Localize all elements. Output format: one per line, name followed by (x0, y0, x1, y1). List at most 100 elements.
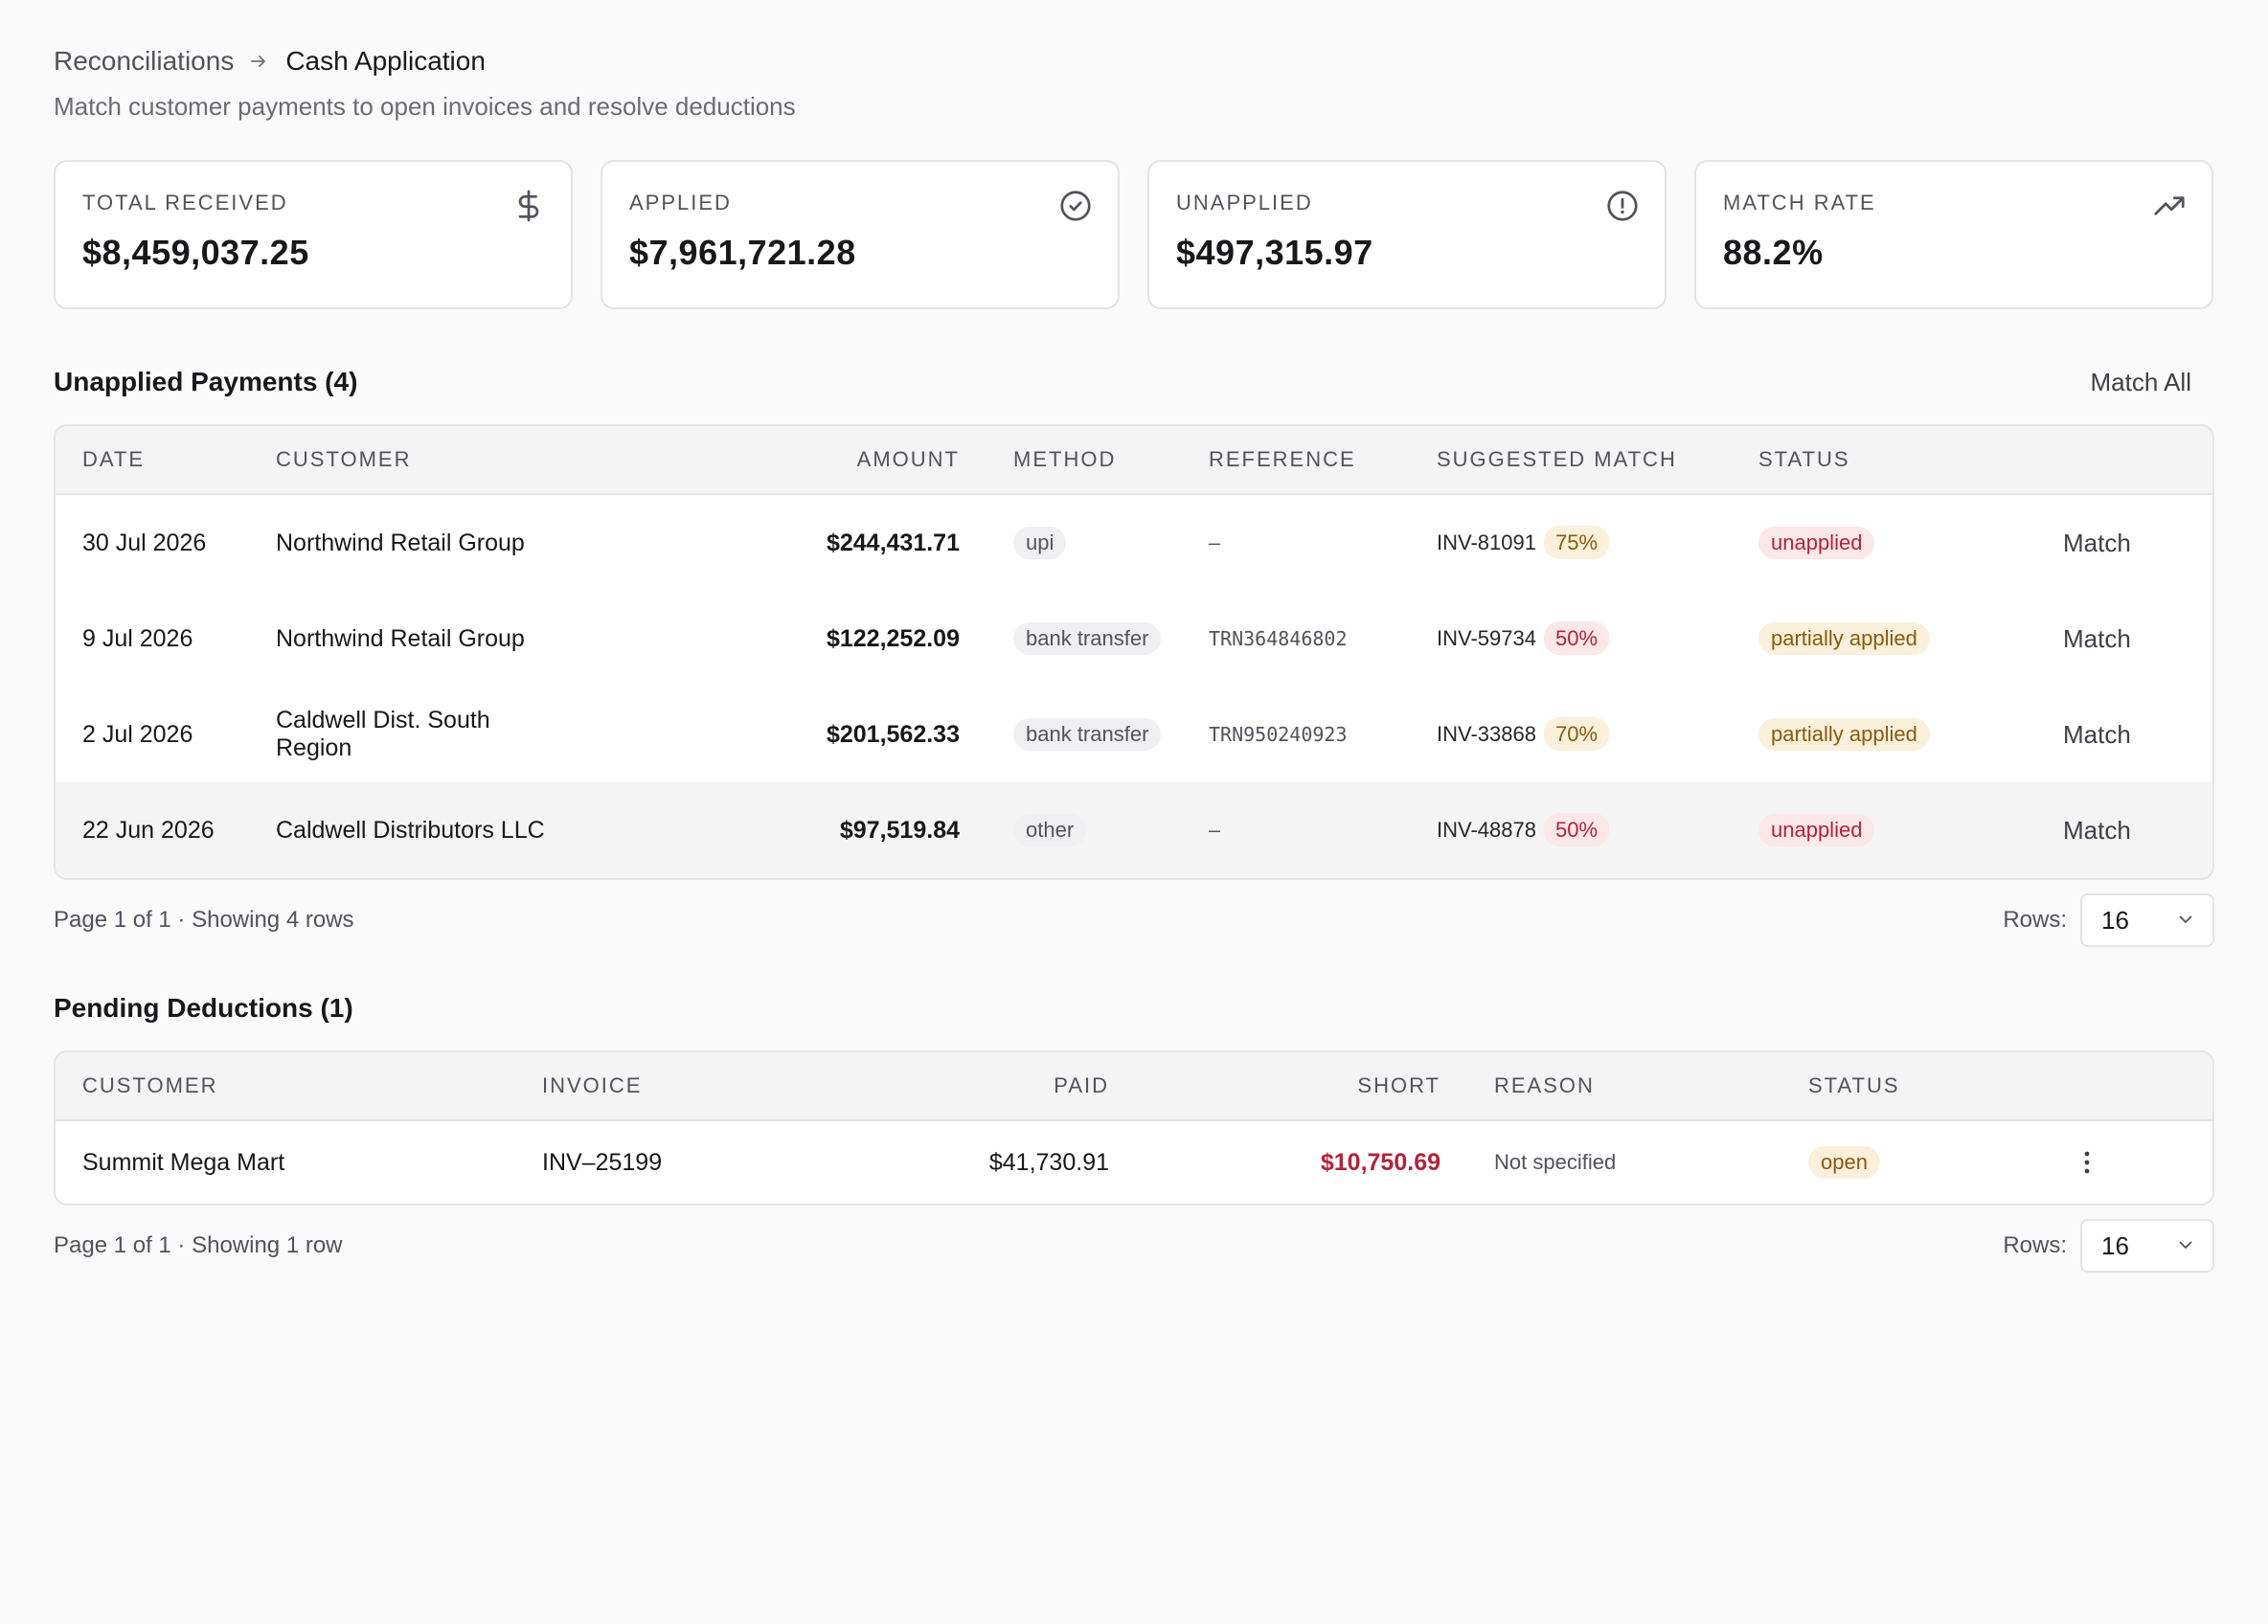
table-row[interactable]: 9 Jul 2026 Northwind Retail Group $122,2… (56, 591, 2212, 687)
table-row[interactable]: Summit Mega Mart INV–25199 $41,730.91 $1… (56, 1121, 2212, 1204)
action-cell: Match (2063, 720, 2178, 750)
match-button[interactable]: Match (2063, 528, 2131, 557)
payment-customer: Caldwell Distributors LLC (276, 816, 545, 844)
payment-date: 2 Jul 2026 (82, 720, 193, 748)
pending-deductions-title: Pending Deductions (1) (54, 993, 353, 1023)
payment-reference: – (1209, 819, 1221, 842)
alert-circle-icon (1605, 189, 1640, 223)
column-header-reference[interactable]: REFERENCE (1209, 447, 1356, 471)
deduction-reason: Not specified (1494, 1150, 1617, 1174)
suggested-match-cell: INV-59734 50% (1437, 621, 1758, 655)
column-header-customer[interactable]: CUSTOMER (82, 1073, 218, 1097)
column-header-status[interactable]: STATUS (1758, 447, 1850, 471)
table-header: CUSTOMER INVOICE PAID SHORT REASON STATU… (56, 1052, 2212, 1121)
match-confidence-badge: 50% (1543, 621, 1610, 655)
stat-label: UNAPPLIED (1176, 191, 1313, 214)
payment-customer: Northwind Retail Group (276, 624, 525, 652)
column-header-date[interactable]: DATE (82, 447, 146, 471)
payment-amount: $122,252.09 (826, 624, 960, 652)
payment-method-cell: bank transfer (960, 622, 1209, 655)
column-header-invoice[interactable]: INVOICE (542, 1073, 643, 1097)
column-header-reason[interactable]: REASON (1494, 1073, 1595, 1097)
payment-amount: $201,562.33 (826, 720, 960, 748)
unapplied-payments-header: Unapplied Payments (4) Match All (54, 363, 2214, 401)
payment-date: 22 Jun 2026 (82, 816, 215, 844)
status-badge: unapplied (1758, 814, 1875, 846)
method-badge: upi (1013, 527, 1067, 559)
match-button[interactable]: Match (2063, 815, 2131, 845)
payments-pagination: Page 1 of 1 · Showing 4 rows Rows: 16 (54, 893, 2214, 947)
column-header-amount[interactable]: AMOUNT (856, 447, 960, 471)
stat-value: $497,315.97 (1176, 233, 1373, 272)
stat-value: $8,459,037.25 (82, 233, 309, 272)
stat-card-total-received: TOTAL RECEIVED $8,459,037.25 (54, 160, 573, 309)
match-confidence-badge: 75% (1543, 526, 1610, 559)
deduction-invoice[interactable]: INV–25199 (542, 1148, 663, 1176)
deduction-customer: Summit Mega Mart (82, 1148, 285, 1176)
payment-date: 30 Jul 2026 (82, 529, 207, 556)
payment-method-cell: other (960, 814, 1209, 846)
trending-up-icon (2152, 189, 2187, 223)
payment-customer: Northwind Retail Group (276, 529, 525, 556)
stat-label: APPLIED (629, 191, 732, 214)
column-header-method[interactable]: METHOD (1013, 447, 1117, 471)
more-actions-icon[interactable] (2073, 1145, 2101, 1180)
pagination-status: Page 1 of 1 · Showing 4 rows (54, 907, 354, 933)
table-row[interactable]: 30 Jul 2026 Northwind Retail Group $244,… (56, 495, 2212, 591)
chevron-down-icon (2176, 906, 2195, 936)
payment-customer: Caldwell Dist. South Region (276, 707, 490, 761)
table-row[interactable]: 22 Jun 2026 Caldwell Distributors LLC $9… (56, 782, 2212, 878)
rows-label: Rows: (2003, 907, 2067, 933)
suggested-match-cell: INV-33868 70% (1437, 717, 1758, 751)
suggested-invoice[interactable]: INV-33868 (1437, 722, 1536, 746)
stat-cards: TOTAL RECEIVED $8,459,037.25 APPLIED $7,… (54, 160, 2214, 309)
arrow-right-icon (249, 52, 268, 71)
rows-per-page-select[interactable]: 16 (2080, 893, 2214, 947)
column-header-suggested-match[interactable]: SUGGESTED MATCH (1437, 447, 1677, 471)
status-cell: unapplied (1758, 527, 2063, 559)
rows-label: Rows: (2003, 1232, 2067, 1258)
suggested-invoice[interactable]: INV-48878 (1437, 818, 1536, 842)
payment-date: 9 Jul 2026 (82, 624, 193, 652)
suggested-invoice[interactable]: INV-59734 (1437, 626, 1536, 650)
match-button[interactable]: Match (2063, 623, 2131, 653)
suggested-match-cell: INV-81091 75% (1437, 526, 1758, 559)
breadcrumb: Reconciliations Cash Application (54, 38, 2214, 84)
rows-per-page: Rows: 16 (2003, 1219, 2214, 1273)
stat-card-match-rate: MATCH RATE 88.2% (1694, 160, 2213, 309)
action-cell (2073, 1145, 2130, 1180)
page-subtitle: Match customer payments to open invoices… (54, 92, 796, 121)
status-badge: partially applied (1758, 718, 1930, 751)
deduction-short: $10,750.69 (1320, 1148, 1440, 1176)
stat-value: 88.2% (1723, 233, 1824, 272)
payment-reference: – (1209, 531, 1221, 554)
payment-method-cell: upi (960, 527, 1209, 559)
stat-card-unapplied: UNAPPLIED $497,315.97 (1147, 160, 1667, 309)
payment-method-cell: bank transfer (960, 718, 1209, 751)
rows-per-page-select[interactable]: 16 (2080, 1219, 2214, 1273)
column-header-status[interactable]: STATUS (1808, 1073, 1900, 1097)
cash-application-page: Reconciliations Cash Application Match c… (54, 38, 2214, 1273)
match-all-button[interactable]: Match All (2090, 367, 2192, 396)
status-badge: partially applied (1758, 622, 1930, 655)
method-badge: bank transfer (1013, 718, 1162, 751)
stat-card-applied: APPLIED $7,961,721.28 (601, 160, 1120, 309)
breadcrumb-reconciliations-link[interactable]: Reconciliations (54, 46, 235, 76)
column-header-customer[interactable]: CUSTOMER (276, 447, 412, 471)
action-cell: Match (2063, 624, 2178, 654)
match-button[interactable]: Match (2063, 719, 2131, 749)
table-row[interactable]: 2 Jul 2026 Caldwell Dist. South Region $… (56, 687, 2212, 782)
payment-reference: TRN950240923 (1209, 723, 1348, 746)
column-header-short[interactable]: SHORT (1357, 1073, 1440, 1097)
column-header-paid[interactable]: PAID (1054, 1073, 1109, 1097)
stat-label: MATCH RATE (1723, 191, 1876, 214)
method-badge: bank transfer (1013, 622, 1162, 655)
pagination-status: Page 1 of 1 · Showing 1 row (54, 1232, 343, 1258)
payment-amount: $244,431.71 (826, 529, 960, 556)
deductions-pagination: Page 1 of 1 · Showing 1 row Rows: 16 (54, 1219, 2214, 1273)
action-cell: Match (2063, 816, 2178, 846)
pending-deductions-header: Pending Deductions (1) (54, 989, 2214, 1027)
unapplied-payments-table: DATE CUSTOMER AMOUNT METHOD REFERENCE SU… (54, 424, 2214, 880)
status-badge: open (1808, 1146, 1880, 1179)
suggested-invoice[interactable]: INV-81091 (1437, 530, 1536, 554)
